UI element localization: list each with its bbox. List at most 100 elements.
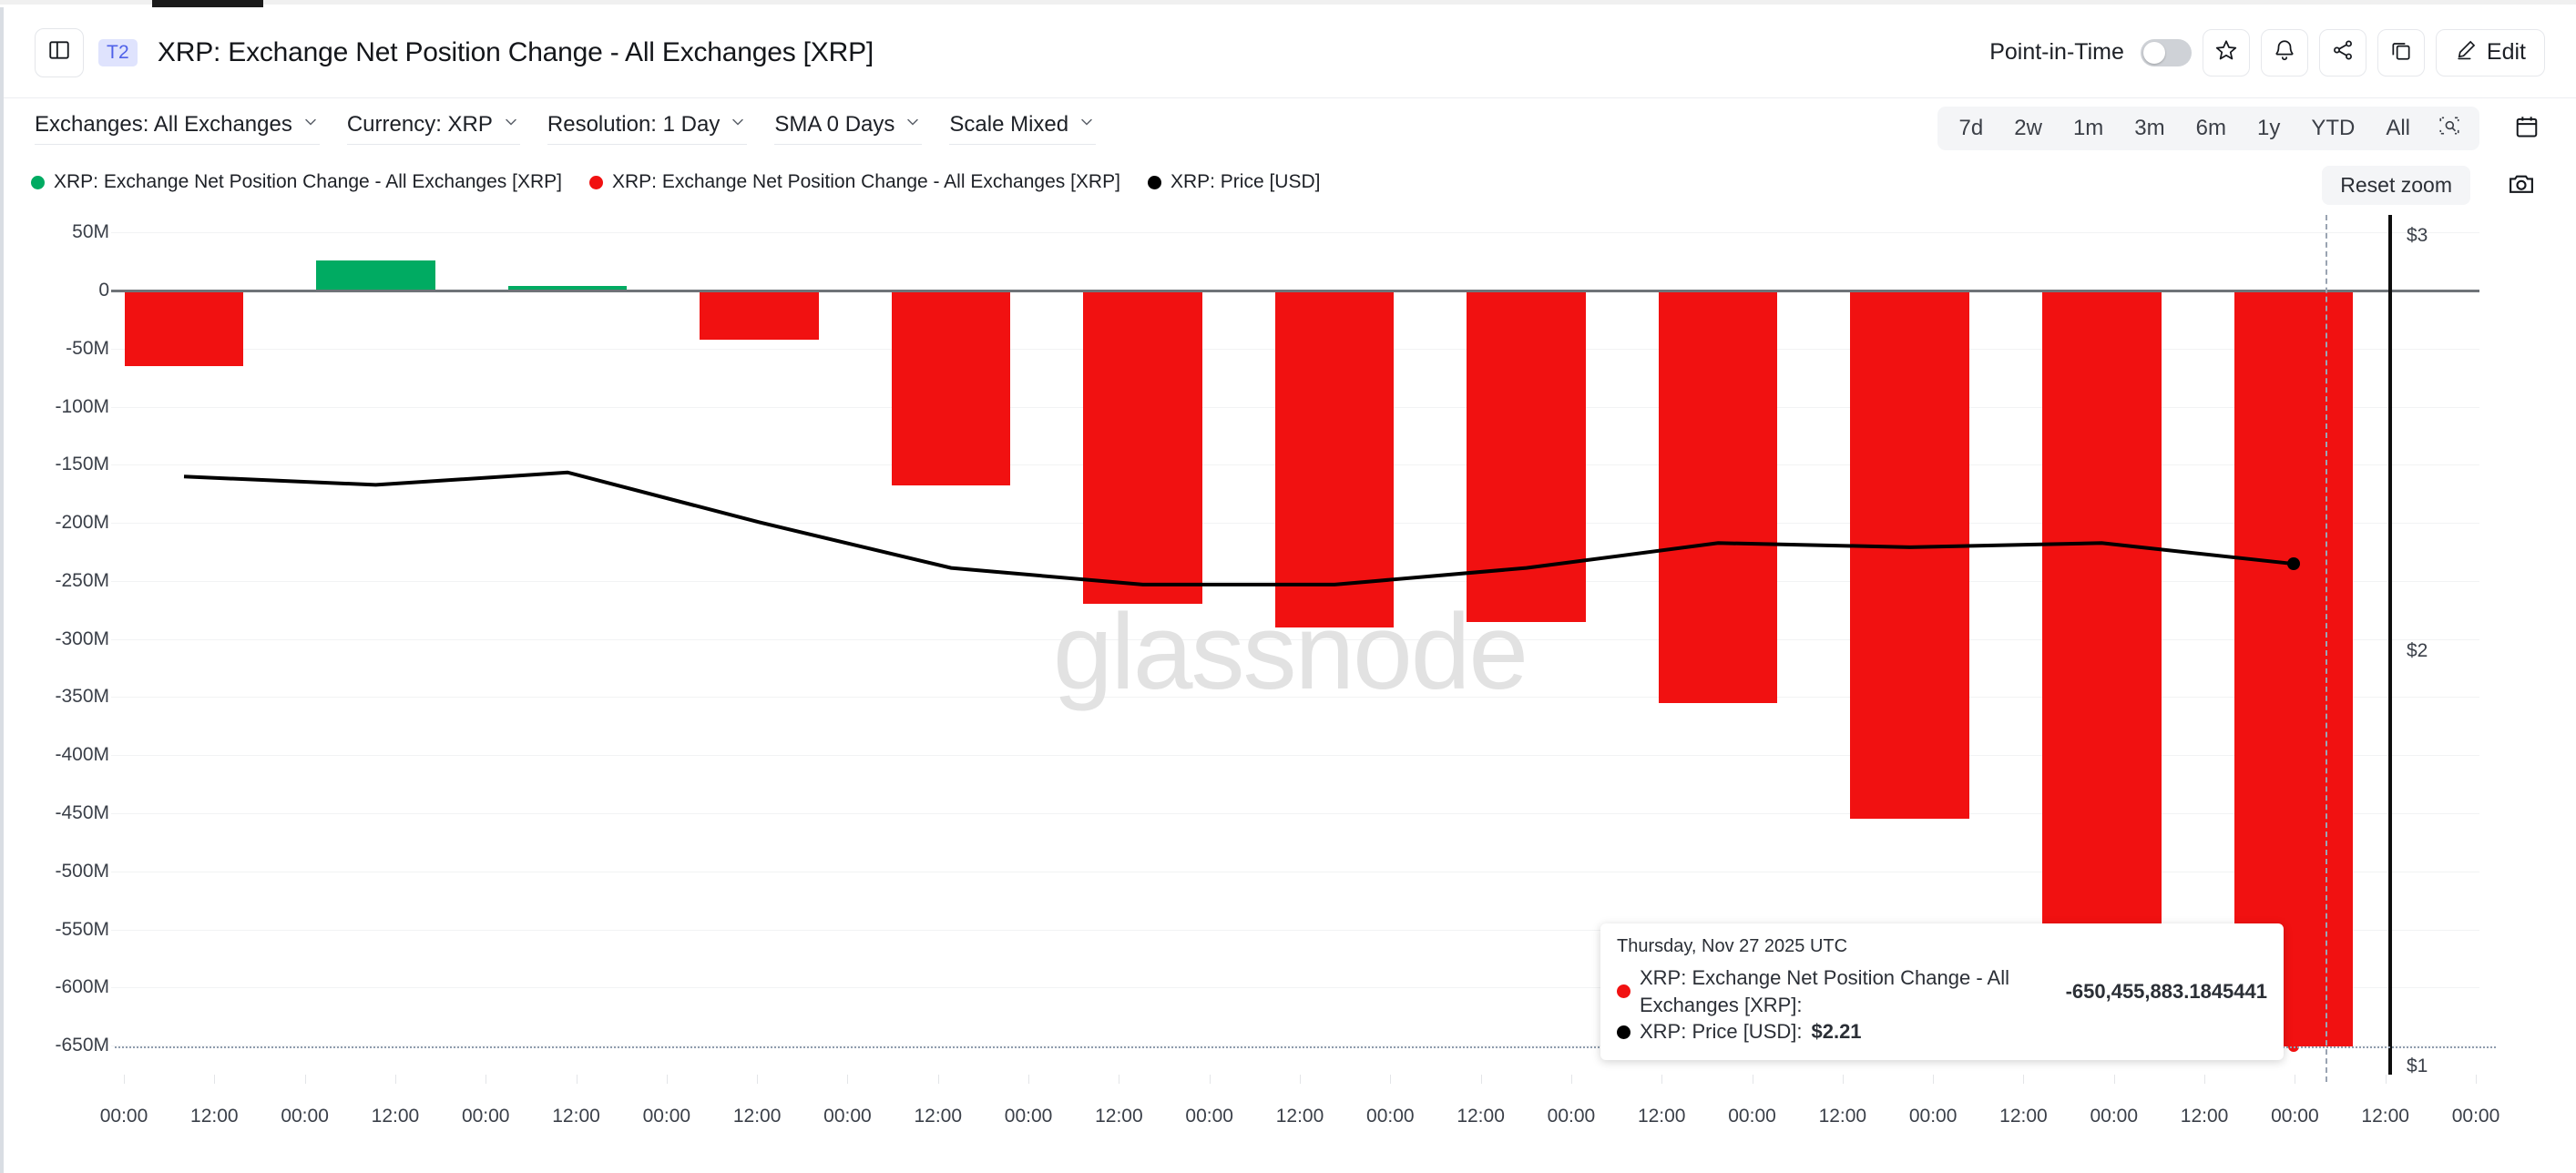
active-tab-indicator[interactable] <box>152 0 263 7</box>
chevron-down-icon <box>904 112 922 138</box>
zero-baseline <box>111 290 2479 293</box>
x-axis-tick-mark <box>847 1075 849 1084</box>
range-button-7d[interactable]: 7d <box>1958 116 1984 140</box>
chart-bar[interactable] <box>891 291 1011 486</box>
chevron-down-icon <box>302 112 320 138</box>
chart-bar[interactable] <box>316 260 435 291</box>
reset-zoom-button[interactable]: Reset zoom <box>2322 166 2470 205</box>
legend-label: XRP: Price [USD] <box>1170 171 1321 192</box>
filter-sma[interactable]: SMA 0 Days <box>774 112 923 145</box>
x-axis-tick-mark <box>2113 1075 2115 1084</box>
x-axis-tick-mark <box>214 1075 216 1084</box>
y-axis-tick-label: -200M <box>55 512 109 534</box>
screenshot-button[interactable] <box>2501 168 2541 204</box>
page-title: XRP: Exchange Net Position Change - All … <box>157 36 874 67</box>
y-axis-tick-label: -500M <box>55 860 109 882</box>
filter-scale[interactable]: Scale Mixed <box>949 112 1097 145</box>
y-gridline <box>111 755 2479 757</box>
tier-badge: T2 <box>98 38 138 66</box>
chart-bar[interactable] <box>2042 291 2162 954</box>
share-button[interactable] <box>2318 28 2366 76</box>
camera-icon <box>2508 172 2535 200</box>
chart-legend: XRP: Exchange Net Position Change - All … <box>4 164 2576 200</box>
chart-bar[interactable] <box>1083 291 1202 605</box>
x-axis-tick-mark <box>124 1075 125 1084</box>
tooltip-series-value: -650,455,883.1845441 <box>2065 979 2267 1003</box>
legend-item-2[interactable]: XRP: Price [USD] <box>1147 171 1321 193</box>
date-picker-button[interactable] <box>2503 105 2550 152</box>
window-top-strip <box>0 0 2576 7</box>
x-axis-tick-label: 12:00 <box>732 1106 782 1127</box>
alerts-button[interactable] <box>2260 28 2308 76</box>
chart-bar[interactable] <box>1658 291 1778 703</box>
x-axis-tick-label: 12:00 <box>1999 1106 2048 1127</box>
range-button-all[interactable]: All <box>2386 116 2410 140</box>
right-axis-tick-label: $1 <box>2407 1055 2428 1076</box>
window-chrome-edge <box>0 0 2576 5</box>
x-axis-tick-label: 00:00 <box>1908 1106 1958 1127</box>
filter-group: Exchanges: All Exchanges Currency: XRP Res… <box>4 112 1097 145</box>
zoom-select-button[interactable] <box>2427 110 2472 148</box>
point-in-time-toggle[interactable] <box>2140 38 2192 66</box>
chart-bar[interactable] <box>507 285 628 291</box>
x-axis-tick-label: 00:00 <box>99 1106 148 1127</box>
tooltip-series-label: XRP: Price [USD]: <box>1640 1020 1803 1044</box>
y-gridline <box>111 929 2479 931</box>
x-axis-tick-mark <box>937 1075 939 1084</box>
legend-label: XRP: Exchange Net Position Change - All … <box>54 171 562 192</box>
x-axis-tick-label: 12:00 <box>1637 1106 1686 1127</box>
range-button-1m[interactable]: 1m <box>2072 116 2104 140</box>
chart-bar[interactable] <box>2234 291 2354 1046</box>
range-button-6m[interactable]: 6m <box>2195 116 2226 140</box>
x-axis-tick-label: 12:00 <box>914 1106 963 1127</box>
filter-label: Currency: XRP <box>346 112 493 137</box>
tooltip-row-1: XRP: Price [USD]: $2.21 <box>1617 1018 2267 1046</box>
range-button-2w[interactable]: 2w <box>2014 116 2042 140</box>
tooltip-series-label: XRP: Exchange Net Position Change - All … <box>1640 966 2010 1016</box>
range-button-1y[interactable]: 1y <box>2256 116 2281 140</box>
crosshair-vertical <box>2325 215 2327 1082</box>
edit-button[interactable]: Edit <box>2435 28 2545 76</box>
range-button-3m[interactable]: 3m <box>2134 116 2165 140</box>
x-axis-tick-mark <box>2023 1075 2025 1084</box>
x-axis-tick-mark <box>2476 1075 2477 1084</box>
legend-item-0[interactable]: XRP: Exchange Net Position Change - All … <box>31 171 562 193</box>
filter-resolution[interactable]: Resolution: 1 Day <box>547 112 748 145</box>
y-axis-tick-label: -50M <box>66 337 109 359</box>
y-axis-tick-label: 0 <box>98 280 109 301</box>
x-axis-tick-mark <box>1661 1075 1663 1084</box>
filter-currency[interactable]: Currency: XRP <box>346 112 520 145</box>
y-axis-tick-label: -600M <box>55 976 109 998</box>
chevron-down-icon <box>729 112 747 138</box>
legend-color-dot <box>1147 175 1161 189</box>
chart-bar[interactable] <box>1850 291 1969 820</box>
chart-bar[interactable] <box>1274 291 1395 627</box>
x-axis-tick-mark <box>666 1075 668 1084</box>
copy-icon <box>2389 38 2413 66</box>
x-axis-tick-label: 12:00 <box>1818 1106 1867 1127</box>
filter-exchanges[interactable]: Exchanges: All Exchanges <box>35 112 320 145</box>
y-axis-tick-label: -100M <box>55 395 109 417</box>
star-icon <box>2214 38 2238 66</box>
legend-item-1[interactable]: XRP: Exchange Net Position Change - All … <box>588 171 1120 193</box>
x-axis-tick-mark <box>2204 1075 2206 1084</box>
chart-canvas[interactable]: 50M 0 -50M -100M -150M -200M -250M -300M -350M -4… <box>4 208 2576 1173</box>
tooltip-series-dot <box>1617 984 1630 999</box>
x-axis-tick-label: 00:00 <box>2090 1106 2139 1127</box>
y-gridline <box>111 697 2479 699</box>
range-button-ytd[interactable]: YTD <box>2311 116 2356 140</box>
y-gridline <box>111 232 2479 234</box>
x-axis-tick-mark <box>576 1075 578 1084</box>
x-axis-tick-label: 12:00 <box>552 1106 600 1127</box>
y-axis-tick-label: -400M <box>55 744 109 766</box>
sidebar-toggle-button[interactable] <box>35 27 84 77</box>
chart-bar[interactable] <box>124 291 244 366</box>
filter-label: Exchanges: All Exchanges <box>35 112 292 137</box>
x-axis-tick-mark <box>1933 1075 1935 1084</box>
favorite-button[interactable] <box>2202 28 2250 76</box>
x-axis-tick-label: 12:00 <box>2180 1106 2229 1127</box>
tooltip-row-0: XRP: Exchange Net Position Change - All … <box>1617 964 2267 1018</box>
chart-bar[interactable] <box>700 291 819 340</box>
calendar-icon <box>2514 114 2540 144</box>
duplicate-button[interactable] <box>2377 28 2425 76</box>
